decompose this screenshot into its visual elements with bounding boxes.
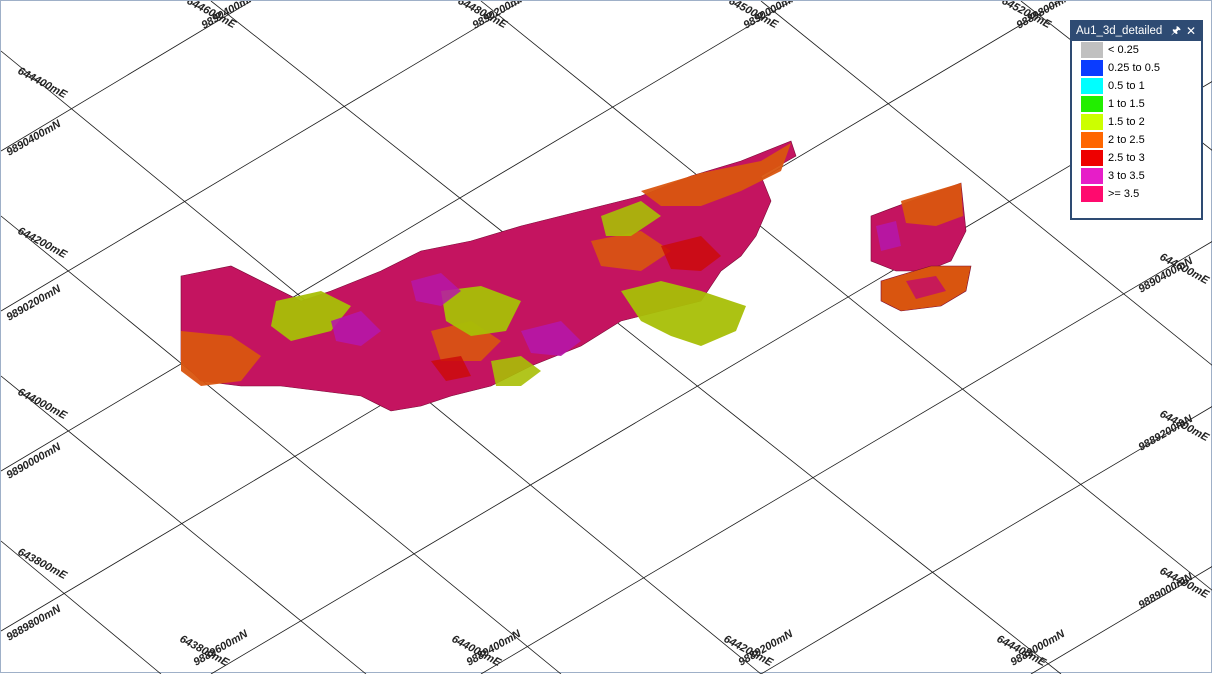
legend-item: >= 3.5 [1072, 185, 1201, 203]
legend-label: >= 3.5 [1108, 188, 1140, 200]
legend-panel[interactable]: Au1_3d_detailed 🖈 ✕ < 0.25 0.25 to 0.5 0.5… [1070, 20, 1203, 220]
grid-label-northing-left-2: 9890200mN [5, 282, 64, 323]
grid-label-easting-left-4: 643800mE [16, 546, 70, 582]
grid-label-northing-left-4: 9889800mN [5, 602, 64, 643]
legend-title: Au1_3d_detailed [1076, 25, 1163, 37]
close-icon[interactable]: ✕ [1185, 24, 1196, 38]
legend-swatch [1081, 186, 1103, 202]
legend-swatch [1081, 114, 1103, 130]
legend-label: 0.25 to 0.5 [1108, 62, 1160, 74]
legend-swatch [1081, 96, 1103, 112]
legend-swatch [1081, 150, 1103, 166]
grid-label-easting-left-3: 644000mE [16, 386, 70, 422]
legend-swatch [1081, 42, 1103, 58]
legend-list: < 0.25 0.25 to 0.5 0.5 to 1 1 to 1.5 1.5 to … [1072, 41, 1201, 203]
grid-label-easting-left-1: 644400mE [16, 65, 70, 101]
legend-item: 1 to 1.5 [1072, 95, 1201, 113]
legend-label: 3 to 3.5 [1108, 170, 1145, 182]
legend-item: 0.5 to 1 [1072, 77, 1201, 95]
legend-item: < 0.25 [1072, 41, 1201, 59]
legend-swatch [1081, 78, 1103, 94]
legend-label: 0.5 to 1 [1108, 80, 1145, 92]
legend-item: 3 to 3.5 [1072, 167, 1201, 185]
legend-label: 2 to 2.5 [1108, 134, 1145, 146]
legend-swatch [1081, 168, 1103, 184]
legend-item: 2 to 2.5 [1072, 131, 1201, 149]
grid-label-northing-left-1: 9890400mN [5, 117, 64, 158]
legend-item: 1.5 to 2 [1072, 113, 1201, 131]
legend-swatch [1081, 132, 1103, 148]
legend-label: 1.5 to 2 [1108, 116, 1145, 128]
legend-item: 2.5 to 3 [1072, 149, 1201, 167]
block-model-orebody[interactable] [180, 140, 972, 412]
legend-label: 2.5 to 3 [1108, 152, 1145, 164]
legend-swatch [1081, 60, 1103, 76]
grid-label-northing-left-3: 9890000mN [5, 440, 64, 481]
pin-icon[interactable]: 🖈 [1170, 25, 1181, 37]
legend-item: 0.25 to 0.5 [1072, 59, 1201, 77]
legend-label: 1 to 1.5 [1108, 98, 1145, 110]
legend-label: < 0.25 [1108, 44, 1139, 56]
grid-label-easting-left-2: 644200mE [16, 225, 70, 261]
legend-header[interactable]: Au1_3d_detailed 🖈 ✕ [1072, 22, 1201, 41]
